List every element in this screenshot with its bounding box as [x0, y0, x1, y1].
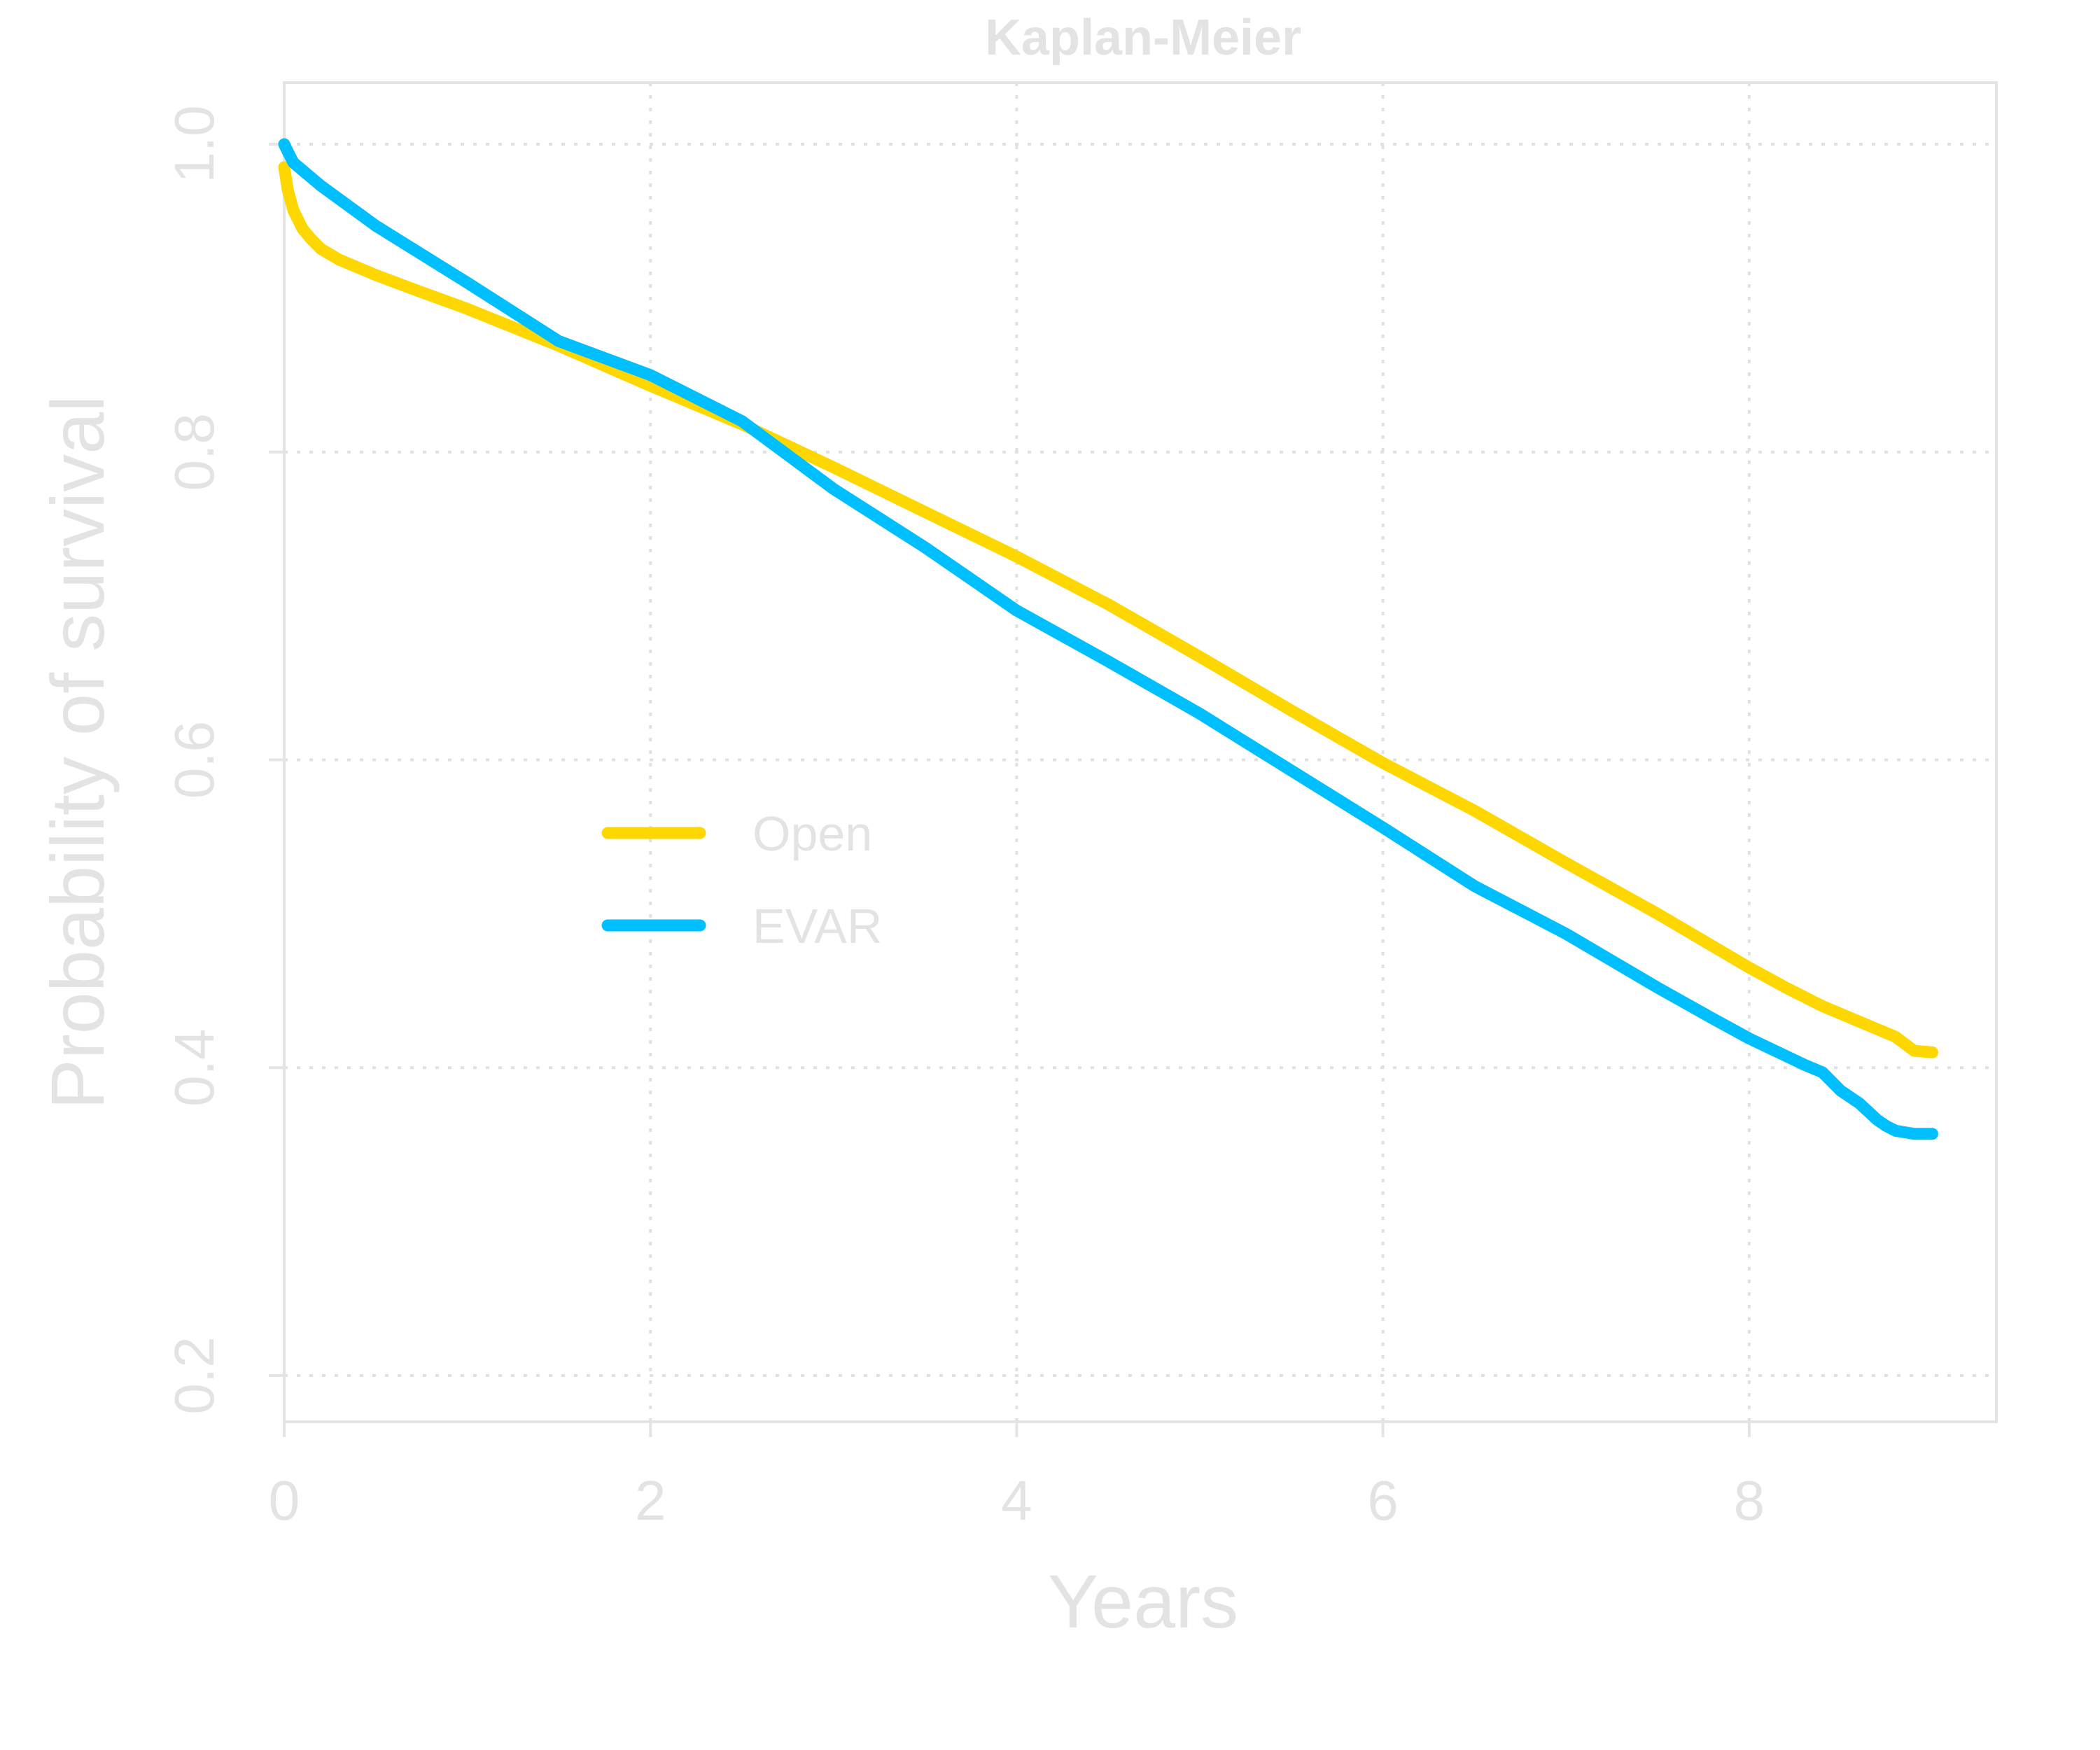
- y-tick-label: 0.6: [163, 721, 225, 799]
- legend-label-evar: EVAR: [752, 899, 882, 953]
- legend-label-open: Open: [752, 806, 872, 861]
- x-tick-label: 8: [1734, 1469, 1765, 1532]
- legend: Open EVAR: [601, 806, 882, 953]
- x-axis: 0 2 4 6 8: [269, 1422, 1765, 1532]
- gridlines: [283, 83, 1996, 1422]
- chart-title: Kaplan-Meier: [985, 10, 1301, 66]
- x-axis-label: Years: [1048, 1559, 1238, 1644]
- y-axis-label: Probability of survival: [35, 396, 120, 1110]
- y-tick-label: 1.0: [163, 105, 225, 183]
- y-axis: 0.2 0.4 0.6 0.8 1.0: [163, 105, 284, 1415]
- x-tick-label: 0: [269, 1469, 300, 1532]
- plot-frame: [283, 81, 1998, 1423]
- series-line-open: [278, 161, 1938, 1058]
- y-tick-label: 0.8: [163, 413, 225, 491]
- y-tick-label: 0.4: [163, 1029, 225, 1107]
- x-tick-label: 6: [1367, 1469, 1399, 1532]
- series-line-evar: [278, 138, 1938, 1140]
- x-tick-label: 2: [635, 1469, 666, 1532]
- y-tick-label: 0.2: [163, 1336, 225, 1414]
- series-lines: [278, 138, 1938, 1140]
- x-tick-label: 4: [1001, 1469, 1032, 1532]
